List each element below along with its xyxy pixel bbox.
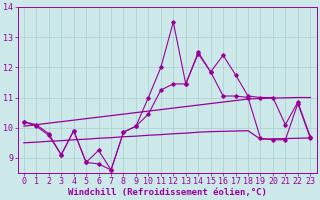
X-axis label: Windchill (Refroidissement éolien,°C): Windchill (Refroidissement éolien,°C) bbox=[68, 188, 267, 197]
